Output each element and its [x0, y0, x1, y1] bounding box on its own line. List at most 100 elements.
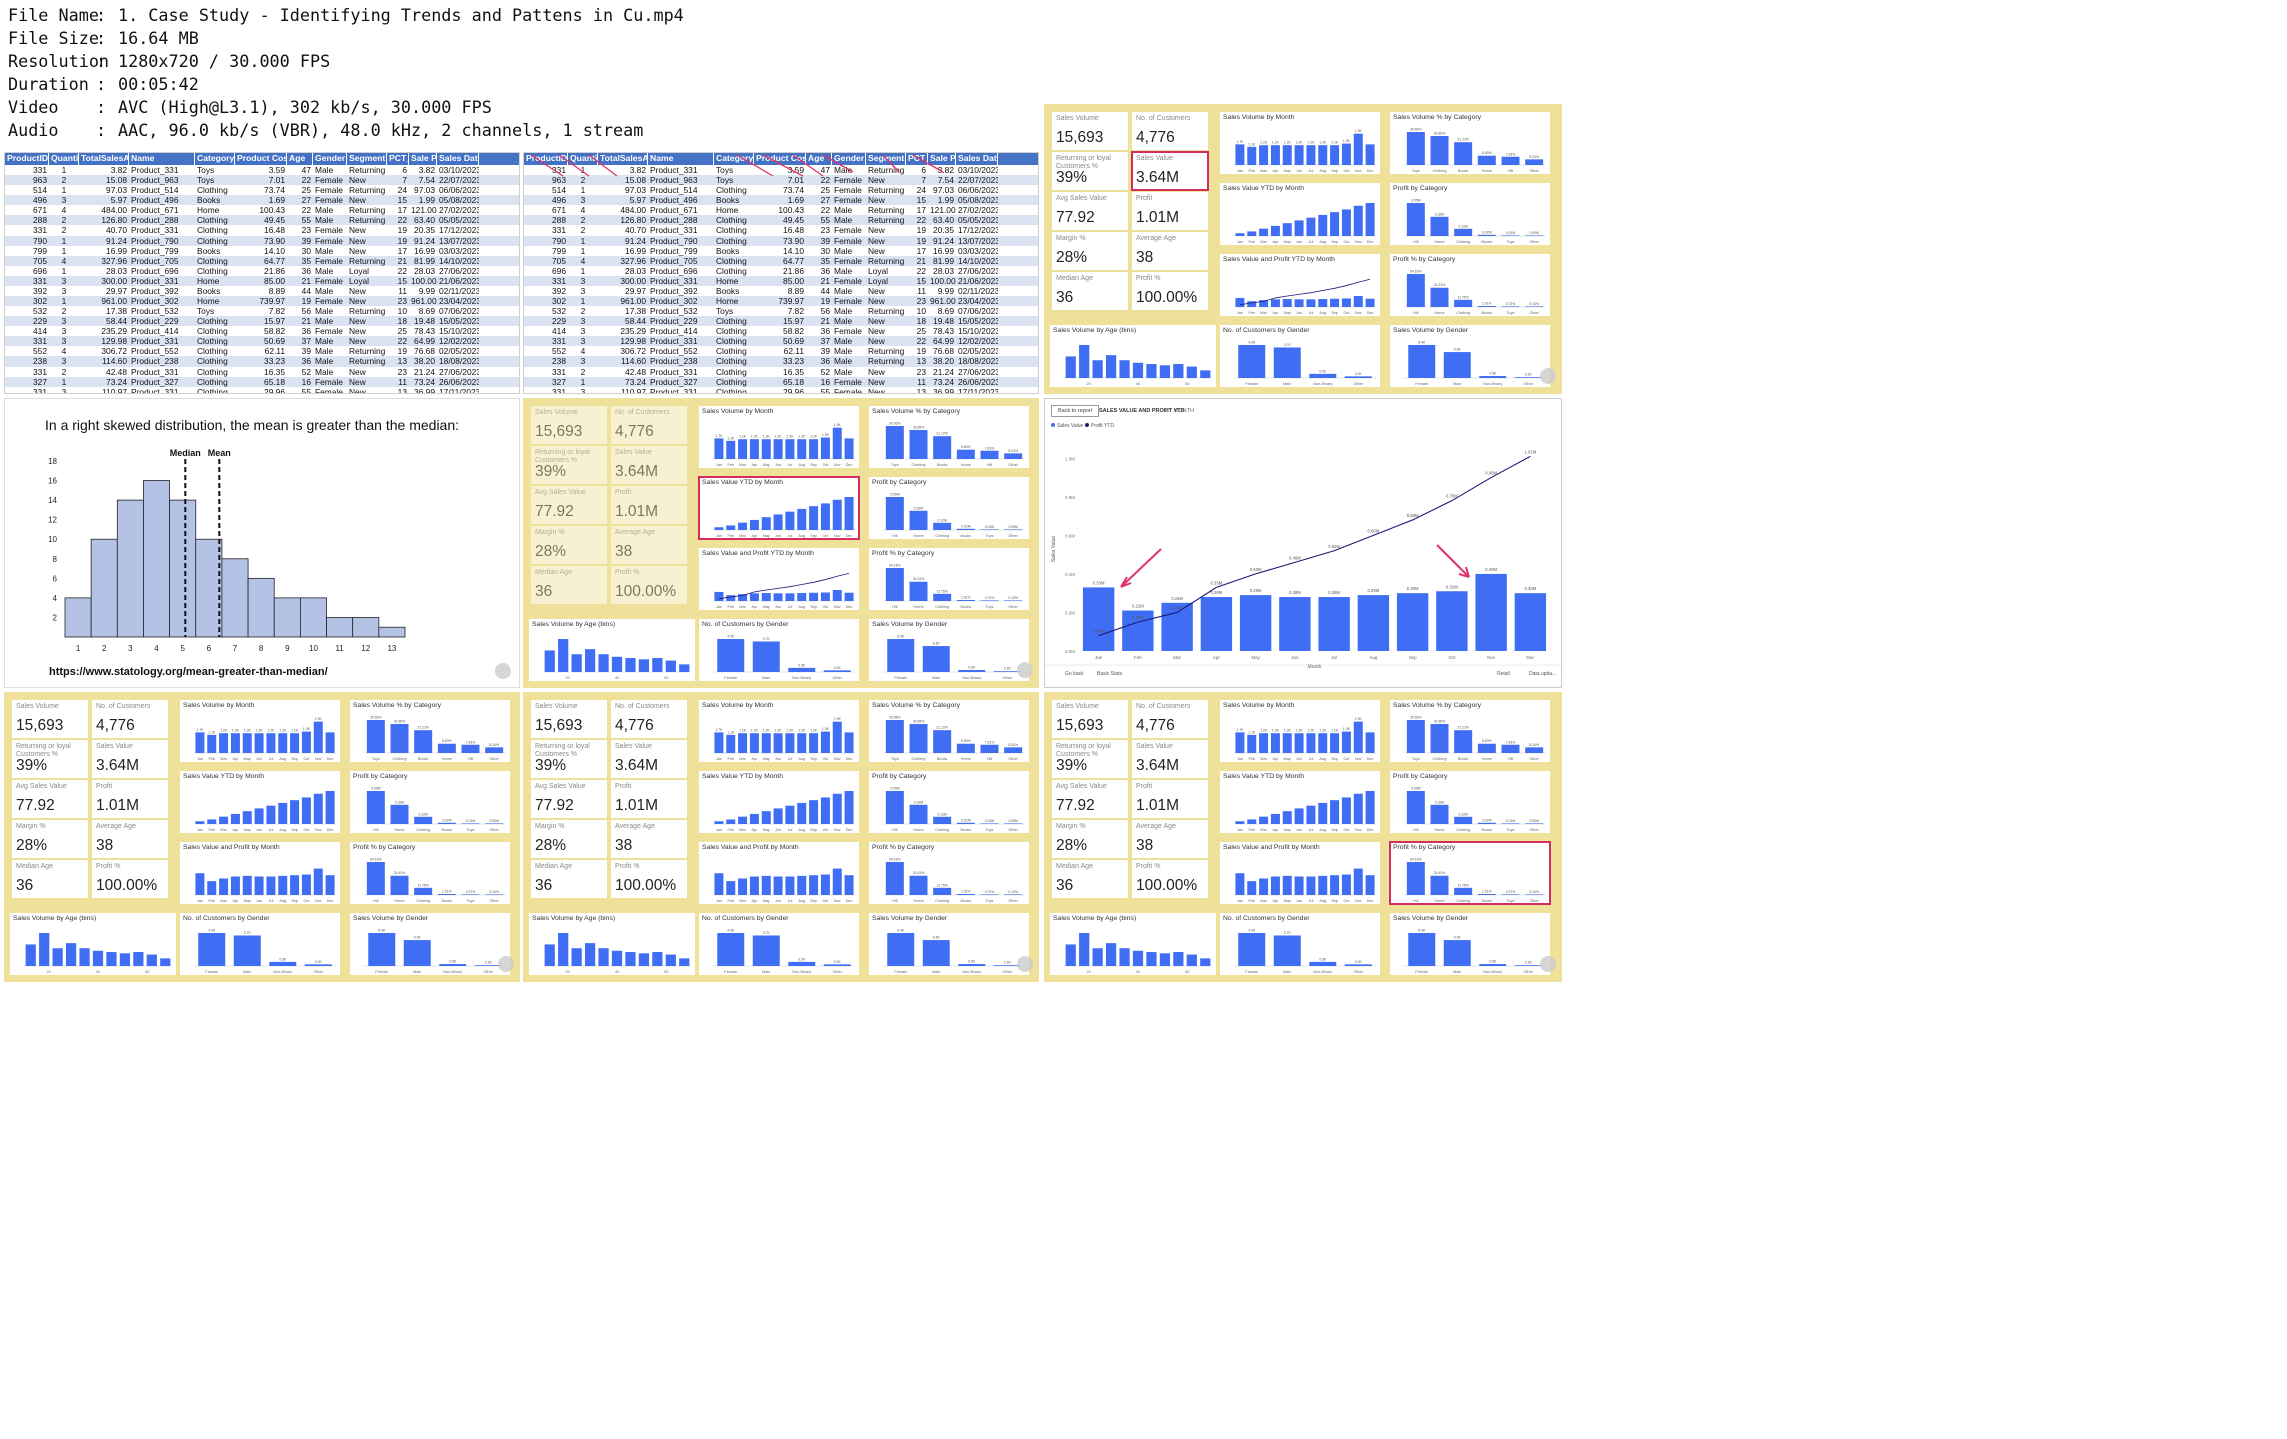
table-cell[interactable]: 21	[301, 275, 311, 286]
table-cell[interactable]: 514	[552, 185, 566, 196]
table-cell[interactable]: 27/06/2023	[439, 366, 479, 377]
table-cell[interactable]: 7.54	[937, 175, 954, 186]
table-cell[interactable]: 64.99	[414, 336, 435, 347]
table-cell[interactable]: 40.70	[106, 225, 127, 236]
table-cell[interactable]: New	[868, 336, 885, 347]
table-cell[interactable]: Books	[197, 285, 221, 296]
table-cell[interactable]: 3	[580, 195, 586, 206]
table-cell[interactable]: 3	[580, 386, 586, 394]
kpi-card[interactable]: Profit 1.01M	[611, 780, 687, 818]
table-cell[interactable]: Books	[716, 285, 740, 296]
table-cell[interactable]: 3.82	[629, 165, 646, 175]
table-cell[interactable]: 790	[33, 235, 47, 246]
table-cell[interactable]: 8.69	[418, 306, 435, 317]
table-cell[interactable]: 2	[580, 175, 586, 186]
table-cell[interactable]: 238	[33, 356, 47, 367]
table-cell[interactable]: 288	[33, 215, 47, 226]
chart-panel-val-ytd[interactable]: Sales Value YTD by Month Jan Feb Mar Apr May J…	[699, 771, 859, 833]
table-cell[interactable]: 235.29	[101, 326, 127, 337]
table-cell[interactable]: 14/10/2023	[439, 255, 479, 266]
table-cell[interactable]: 2	[580, 366, 586, 377]
table-cell[interactable]: 18	[397, 316, 407, 327]
table-cell[interactable]: 37	[301, 336, 311, 347]
table-cell[interactable]: 532	[33, 306, 47, 317]
table-cell[interactable]: Books	[197, 245, 221, 256]
table-cell[interactable]: Returning	[349, 215, 386, 226]
table-cell[interactable]: 15.08	[106, 175, 127, 186]
table-cell[interactable]: New	[868, 316, 885, 327]
table-cell[interactable]: 38.20	[414, 356, 435, 367]
column-header[interactable]: Sale Pri	[930, 153, 956, 165]
table-cell[interactable]: Female	[315, 235, 343, 246]
kpi-card[interactable]: Returning or loyal Customers % 39%	[1052, 740, 1128, 778]
table-cell[interactable]: 27/06/2023	[958, 265, 998, 276]
table-cell[interactable]: 16.35	[264, 366, 285, 377]
table-cell[interactable]: 29.96	[264, 386, 285, 394]
table-cell[interactable]: Female	[834, 235, 862, 246]
table-cell[interactable]: Clothing	[716, 185, 747, 196]
table-cell[interactable]: 121.00	[411, 205, 437, 216]
table-cell[interactable]: Clothing	[716, 346, 747, 357]
table-cell[interactable]: 13	[916, 356, 926, 367]
kpi-card[interactable]: Profit 1.01M	[611, 486, 687, 524]
kpi-card[interactable]: Median Age 36	[531, 860, 607, 898]
chart-panel-vol-gender[interactable]: Sales Volume by Gender 8.4K 6.6K 0.5K 0.2K Fe…	[869, 913, 1029, 975]
table-cell[interactable]: 6	[921, 165, 926, 175]
table-cell[interactable]: Female	[315, 275, 343, 286]
table-cell[interactable]: 16.99	[106, 245, 127, 256]
table-cell[interactable]: Product_331	[131, 386, 179, 394]
table-cell[interactable]: Product_790	[131, 235, 179, 246]
table-cell[interactable]: Clothing	[197, 185, 228, 196]
table-cell[interactable]: 73.90	[264, 235, 285, 246]
table-cell[interactable]: 114.60	[621, 356, 646, 367]
table-cell[interactable]: 799	[33, 245, 47, 256]
table-cell[interactable]: Product_671	[650, 205, 698, 216]
table-cell[interactable]: New	[349, 366, 366, 377]
table-cell[interactable]: Home	[197, 296, 220, 307]
table-cell[interactable]: 36	[820, 326, 830, 337]
table-cell[interactable]: 36.99	[933, 386, 954, 394]
table-cell[interactable]: 126.80	[101, 215, 127, 226]
table-cell[interactable]: 16.99	[625, 245, 646, 256]
table-cell[interactable]: 696	[552, 265, 566, 276]
chart-panel-vol-age[interactable]: Sales Volume by Age (bins) 20 40 60	[529, 913, 695, 975]
table-cell[interactable]: 739.97	[259, 296, 285, 307]
table-cell[interactable]: New	[868, 285, 885, 296]
table-cell[interactable]: Returning	[349, 306, 386, 317]
table-cell[interactable]: 14/10/2023	[958, 255, 998, 266]
table-cell[interactable]: 2	[61, 225, 67, 236]
table-cell[interactable]: 9.99	[937, 285, 954, 296]
table-cell[interactable]: Female	[315, 386, 343, 394]
table-cell[interactable]: Clothing	[197, 265, 228, 276]
table-cell[interactable]: 18/08/2023	[439, 356, 479, 367]
column-header[interactable]: ProductID	[7, 153, 49, 165]
table-cell[interactable]: 1	[61, 296, 67, 307]
table-cell[interactable]: 21.24	[933, 366, 954, 377]
table-cell[interactable]: 331	[552, 275, 566, 286]
table-cell[interactable]: 961.00	[930, 296, 956, 307]
table-cell[interactable]: 23	[397, 366, 407, 377]
kpi-card[interactable]: Margin % 28%	[1052, 232, 1128, 270]
table-cell[interactable]: 64.77	[783, 255, 804, 266]
table-cell[interactable]: Product_327	[650, 376, 698, 387]
chart-panel-vol-month[interactable]: Sales Volume by Month 1.7K 1.1K 1.2K 1.2K 1.2…	[699, 700, 859, 762]
table-cell[interactable]: 11	[917, 285, 926, 296]
table-cell[interactable]: New	[349, 235, 366, 246]
table-cell[interactable]: 3	[61, 356, 67, 367]
table-cell[interactable]: 13	[397, 356, 407, 367]
table-cell[interactable]: 73.24	[625, 376, 646, 387]
table-cell[interactable]: Female	[834, 386, 862, 394]
table-cell[interactable]: New	[349, 376, 366, 387]
table-cell[interactable]: Male	[315, 366, 334, 377]
table-cell[interactable]: 19.48	[414, 316, 435, 327]
source-link[interactable]: https://www.statology.org/mean-greater-t…	[49, 666, 328, 678]
play-icon[interactable]	[1540, 368, 1556, 384]
table-cell[interactable]: 126.80	[620, 215, 646, 226]
table-cell[interactable]: 15.08	[625, 175, 646, 186]
kpi-card[interactable]: Average Age 38	[1132, 820, 1208, 858]
table-cell[interactable]: 63.40	[414, 215, 435, 226]
table-cell[interactable]: 29.97	[625, 285, 646, 296]
table-cell[interactable]: 22	[916, 336, 926, 347]
table-cell[interactable]: Product_229	[131, 316, 179, 327]
table-cell[interactable]: 55	[820, 386, 830, 394]
